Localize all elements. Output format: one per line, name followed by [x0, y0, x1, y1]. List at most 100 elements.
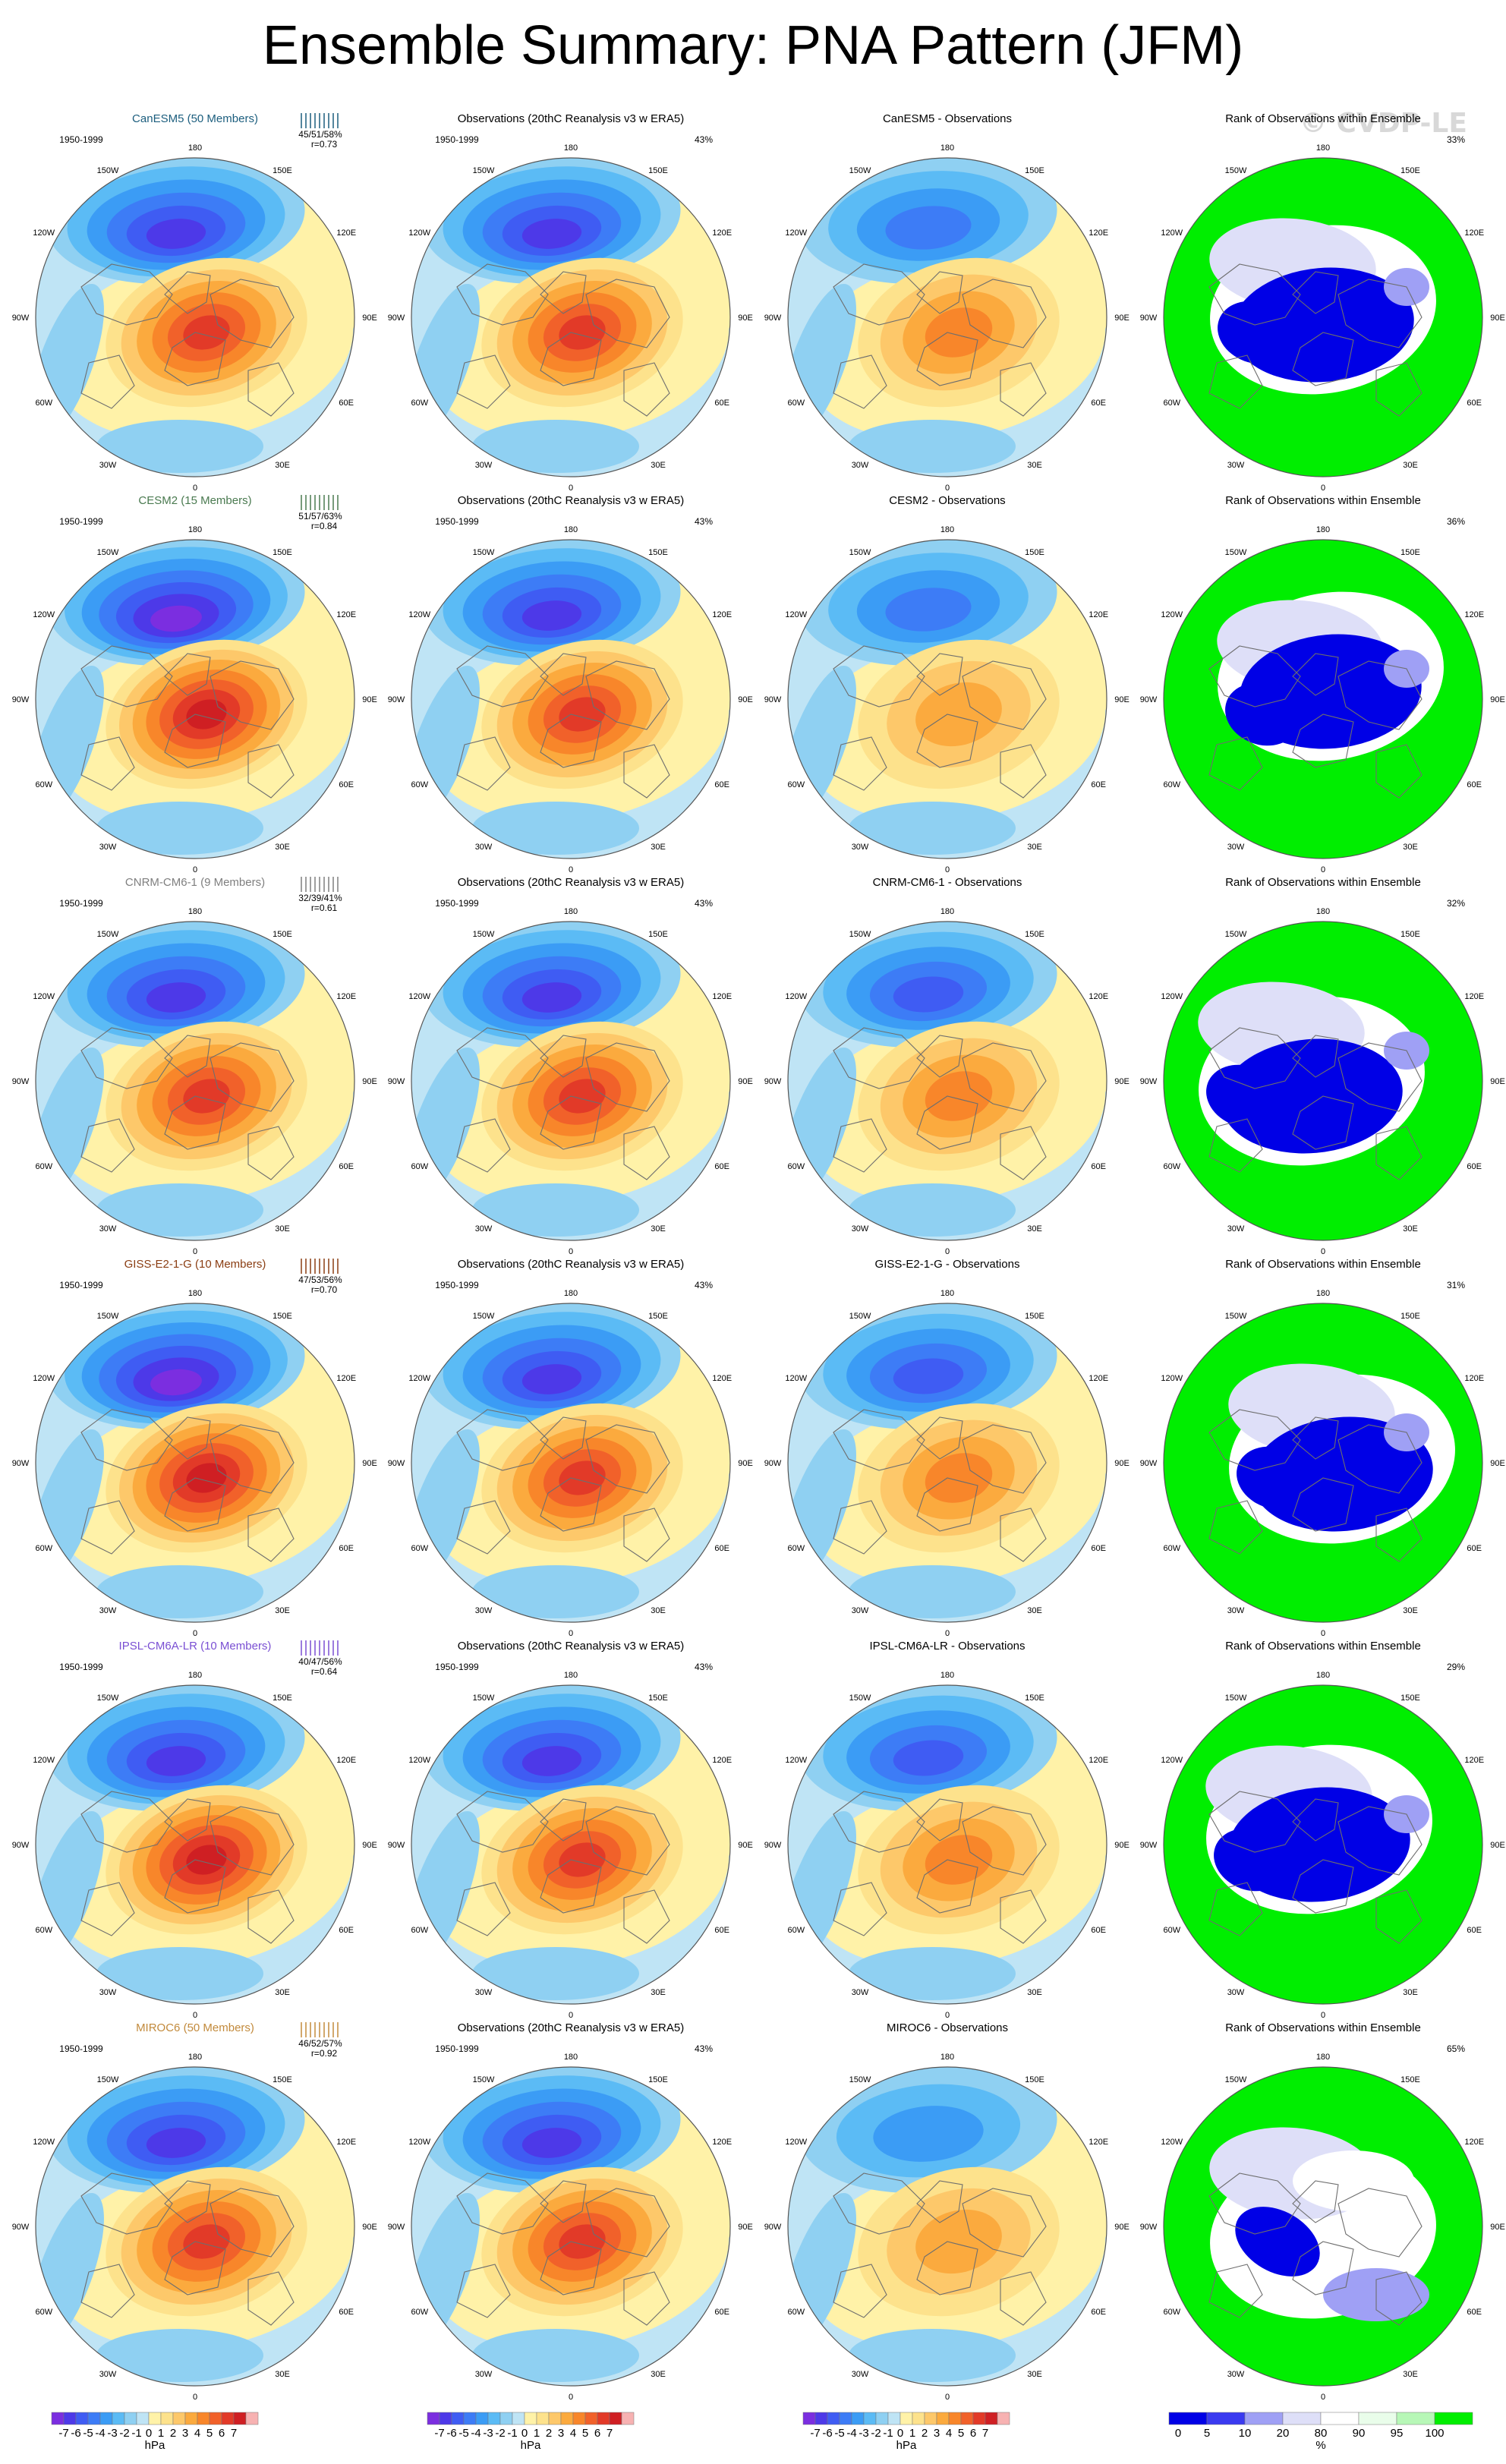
colorbar-tick: -4 — [471, 2427, 480, 2440]
lon-label: 150W — [1225, 930, 1247, 939]
lon-label: 150W — [1225, 1312, 1247, 1321]
lon-label: 30E — [651, 1988, 666, 1997]
explained-variance-label: 46/52/57% — [298, 2038, 342, 2049]
lon-label: 60W — [35, 780, 52, 789]
lon-label: 30W — [1227, 461, 1245, 470]
member-ticks — [301, 113, 339, 128]
lon-label: 30W — [852, 1606, 869, 1615]
lon-label: 60W — [35, 1544, 52, 1553]
lon-label: 30E — [1403, 461, 1418, 470]
lon-label: 0 — [1321, 1629, 1325, 1638]
lon-label: 30W — [475, 2370, 493, 2379]
lon-label: 150E — [1400, 930, 1420, 939]
member-ticks — [301, 877, 339, 892]
lon-label: 60E — [714, 1162, 729, 1171]
lon-label: 30W — [475, 1606, 493, 1615]
pattern-correlation-label: r=0.64 — [311, 1666, 338, 1677]
lon-label: 90E — [738, 2223, 753, 2232]
lon-label: 120E — [1464, 2138, 1484, 2147]
lon-label: 120E — [1089, 1374, 1108, 1383]
lon-label: 120W — [408, 2138, 430, 2147]
explained-variance-label: 47/53/56% — [298, 1275, 342, 1285]
lon-label: 30W — [852, 2370, 869, 2379]
lon-label: 150E — [1025, 2075, 1044, 2084]
lon-label: 0 — [1321, 2393, 1325, 2402]
colorbar-tick: 3 — [182, 2427, 188, 2440]
lon-label: 120E — [1089, 610, 1108, 619]
lon-label: 180 — [1316, 1671, 1330, 1680]
model-map: 180 150E 120E 90E 60E 30E 0 30W 60W 90W 120W 150W — [12, 1289, 377, 1638]
lon-label: 150E — [1025, 548, 1044, 557]
colorbar-tick: -6 — [822, 2427, 832, 2440]
obs-map: 180 150E 120E 90E 60E 30E 0 30W 60W 90W 120W 150W — [388, 1671, 753, 2020]
colorbar-tick: -7 — [58, 2427, 68, 2440]
lon-label: 150W — [473, 2075, 495, 2084]
lon-label: 150W — [473, 166, 495, 175]
lon-label: 0 — [193, 2011, 197, 2020]
lon-label: 0 — [945, 2011, 950, 2020]
lon-label: 150W — [473, 1694, 495, 1703]
lon-label: 150W — [97, 930, 119, 939]
lon-label: 120W — [408, 992, 430, 1001]
lon-label: 150W — [473, 548, 495, 557]
lon-label: 180 — [564, 1289, 578, 1298]
colorbar-tick: 7 — [231, 2427, 237, 2440]
hpa-colorbar-2: -7 -6 -5 -4 -3 -2 -1 0 1 2 3 4 5 6 7 hPa — [427, 2412, 635, 2452]
lon-label: 90W — [1140, 695, 1158, 704]
watermark: © CVDP-LE — [1300, 108, 1467, 139]
colorbar-tick: -3 — [859, 2427, 868, 2440]
lon-label: 90E — [362, 2223, 377, 2232]
diff-panel-title: MIROC6 - Observations — [887, 2021, 1008, 2034]
lon-label: 30W — [99, 2370, 117, 2379]
model-panel-title: MIROC6 (50 Members) — [136, 2021, 254, 2034]
lon-label: 180 — [940, 1289, 954, 1298]
lon-label: 180 — [564, 525, 578, 534]
lon-label: 30W — [852, 843, 869, 852]
lon-label: 150W — [849, 166, 871, 175]
lon-label: 60E — [1467, 1926, 1482, 1935]
lon-label: 90W — [388, 1077, 405, 1086]
lon-label: 120E — [712, 610, 732, 619]
colorbar-tick: -1 — [883, 2427, 893, 2440]
lon-label: 150E — [648, 930, 668, 939]
lon-label: 0 — [569, 2011, 573, 2020]
lon-label: 120W — [785, 228, 807, 238]
model-panel-title: IPSL-CM6A-LR (10 Members) — [119, 1640, 272, 1653]
lon-label: 150E — [648, 1312, 668, 1321]
lon-label: 90E — [362, 1459, 377, 1468]
lon-label: 60E — [714, 1544, 729, 1553]
lon-label: 120W — [1161, 610, 1183, 619]
explained-variance-label: 32/39/41% — [298, 893, 342, 903]
lon-label: 0 — [945, 1629, 950, 1638]
lon-label: 60E — [1091, 1926, 1106, 1935]
obs-panel-title: Observations (20thC Reanalysis v3 w ERA5… — [458, 2021, 684, 2034]
lon-label: 60E — [1467, 1162, 1482, 1171]
lon-label: 120E — [1089, 2138, 1108, 2147]
rank-panel-title: Rank of Observations within Ensemble — [1225, 876, 1421, 889]
difference-map: 180 150E 120E 90E 60E 30E 0 30W 60W 90W 120W 150W — [764, 1289, 1130, 1638]
colorbar-tick: 20 — [1277, 2427, 1290, 2440]
colorbar-tick: -5 — [83, 2427, 93, 2440]
rank-colorbar: 0 5 10 20 80 90 95 100% — [1168, 2412, 1473, 2452]
lon-label: 60E — [1091, 2308, 1106, 2317]
diff-panel-title: IPSL-CM6A-LR - Observations — [869, 1640, 1025, 1653]
period-label: 1950-1999 — [435, 134, 479, 145]
model-panel-title: CNRM-CM6-1 (9 Members) — [125, 876, 265, 889]
colorbar-tick: 95 — [1391, 2427, 1404, 2440]
explained-variance-label: 45/51/58% — [298, 129, 342, 140]
lon-label: 0 — [1321, 2011, 1325, 2020]
lon-label: 90E — [362, 1841, 377, 1850]
lon-label: 30W — [852, 1988, 869, 1997]
period-label: 1950-1999 — [435, 898, 479, 909]
colorbar-tick: -2 — [119, 2427, 129, 2440]
lon-label: 180 — [564, 907, 578, 916]
lon-label: 90E — [1490, 1841, 1505, 1850]
diff-panel-title: CESM2 - Observations — [889, 494, 1005, 507]
period-label: 1950-1999 — [59, 898, 103, 909]
obs-panel-title: Observations (20thC Reanalysis v3 w ERA5… — [458, 876, 684, 889]
lon-label: 60W — [1163, 1926, 1180, 1935]
lon-label: 150W — [849, 1312, 871, 1321]
lon-label: 30W — [475, 1224, 493, 1234]
lon-label: 150W — [1225, 1694, 1247, 1703]
rank-map: 180 150E 120E 90E 60E 30E 0 30W 60W 90W 120W 150W — [1140, 525, 1505, 874]
